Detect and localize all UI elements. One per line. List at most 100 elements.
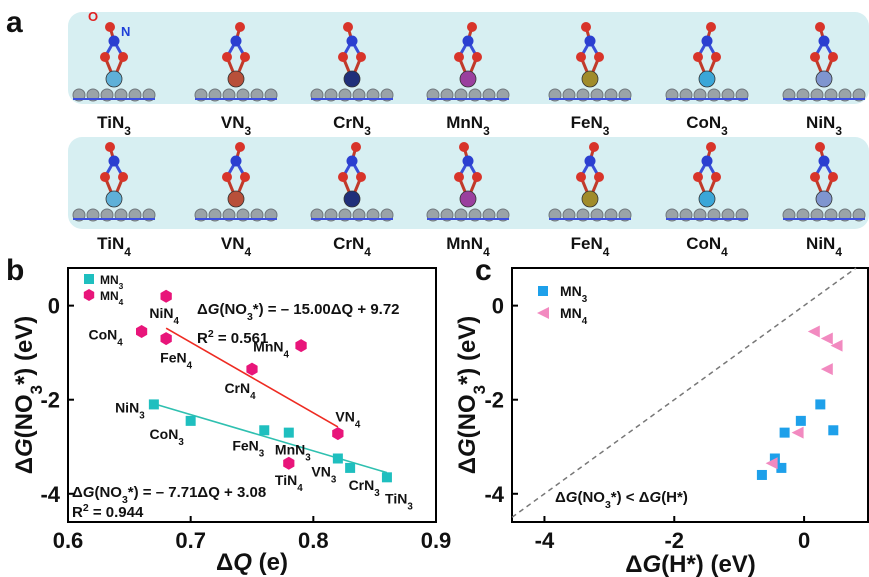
- molecule-con3-n-atom: [701, 35, 713, 47]
- molecule-con4-o-atom: [706, 142, 716, 152]
- panel-c-plot-frame: [511, 267, 869, 523]
- molecule-fen3: [548, 22, 632, 102]
- molecule-nin3-o-atom: [828, 52, 838, 62]
- molecule-crn4-n-atom: [346, 155, 358, 167]
- molecule-mnn4-metal-atom: [459, 190, 477, 208]
- c-ytick-label: 0: [492, 294, 504, 319]
- panel-c-axis-labels: ΔG(H*) (eV) ΔG(NO3*) (eV): [454, 316, 756, 577]
- b-xtick-label: 0.8: [298, 528, 329, 553]
- molecule-vn3-o-atom: [240, 52, 250, 62]
- molecule-mnn4-n-atom: [462, 155, 474, 167]
- panel-c-points: [756, 325, 843, 480]
- label-nin3: NiN3: [806, 113, 842, 138]
- c-xtick-label: -2: [664, 528, 684, 553]
- b-point-crn4: [246, 362, 258, 376]
- b-legend-label-mn3: MN3: [100, 273, 124, 291]
- c-ytick-label: -2: [484, 388, 504, 413]
- b-xtick-label: 0.7: [175, 528, 206, 553]
- label-con3: CoN3: [686, 113, 728, 138]
- molecule-con4-metal-atom: [698, 190, 716, 208]
- b-equation-mn3: ΔG(NO3*) = – 7.71ΔQ + 3.08: [72, 484, 266, 506]
- label-fen3: FeN3: [571, 113, 610, 138]
- molecule-con4: [665, 142, 749, 222]
- molecule-tin4-o-atom: [100, 172, 110, 182]
- molecule-crn4-o-atom: [351, 142, 361, 152]
- c-xtick-label: 0: [798, 528, 810, 553]
- c-legend-marker-mn3: [538, 286, 548, 296]
- molecule-nin4-n-atom: [818, 155, 830, 167]
- molecule-tin3-n-atom: [108, 35, 120, 47]
- row1-molecules: [72, 22, 866, 102]
- molecule-fen4-o-atom: [576, 172, 586, 182]
- nitrogen-label: N: [121, 24, 130, 39]
- molecule-vn4-o-atom: [235, 142, 245, 152]
- molecule-nin4: [782, 142, 866, 222]
- oxygen-label: O: [88, 9, 98, 24]
- c-inequality-annotation: ΔG(NO3*) < ΔG(H*): [555, 489, 688, 511]
- molecule-crn4: [310, 142, 394, 222]
- label-fen4: FeN4: [571, 234, 610, 259]
- molecule-vn3-o-atom: [235, 22, 245, 32]
- label-crn3: CrN3: [333, 113, 371, 138]
- molecule-nin3-o-atom: [810, 52, 820, 62]
- c-legend-marker-mn4: [537, 307, 549, 319]
- molecule-crn4-o-atom: [338, 172, 348, 182]
- molecule-tin4-o-atom: [105, 142, 115, 152]
- b-point-tin3: [381, 472, 392, 483]
- molecule-crn3-o-atom: [356, 52, 366, 62]
- molecule-fen4-n-atom: [584, 155, 596, 167]
- molecule-tin4-o-atom: [118, 172, 128, 182]
- molecule-fen4-o-atom: [589, 142, 599, 152]
- c-point-mn4-5: [765, 457, 778, 470]
- molecule-mnn4-o-atom: [472, 172, 482, 182]
- b-fit-mn4: [165, 327, 339, 428]
- molecule-con4-n-atom: [701, 155, 713, 167]
- molecule-vn4-n-atom: [230, 155, 242, 167]
- panel-c-letter: c: [475, 254, 492, 287]
- molecule-nin3: [782, 22, 866, 102]
- molecule-vn3-n-atom: [230, 35, 242, 47]
- molecule-con4-o-atom: [693, 172, 703, 182]
- molecule-fen4-o-atom: [594, 172, 604, 182]
- c-point-mn3-6: [828, 425, 839, 436]
- molecule-con4-o-atom: [711, 172, 721, 182]
- molecule-tin4-n-atom: [108, 155, 120, 167]
- c-point-mn3-1: [769, 453, 780, 464]
- molecule-nin4-o-atom: [810, 172, 820, 182]
- c-point-mn4-4: [791, 426, 804, 439]
- label-tin3: TiN3: [97, 113, 131, 138]
- molecule-con3-o-atom: [706, 22, 716, 32]
- b-legend-marker-mn4: [83, 289, 95, 301]
- panel-c-axis-ticks: -4 -2 0 -4 -2 0: [484, 294, 810, 553]
- molecule-vn3-metal-atom: [227, 70, 245, 88]
- label-crn4: CrN4: [333, 234, 371, 259]
- b-point-crn3: [345, 462, 356, 473]
- b-point-vn3: [332, 453, 343, 464]
- molecule-fen3-n-atom: [584, 35, 596, 47]
- c-y-axis-label: ΔG(NO3*) (eV): [454, 316, 489, 475]
- c-point-mn3-4: [795, 415, 806, 426]
- molecule-tin3-o-atom: [118, 52, 128, 62]
- molecule-mnn3-o-atom: [472, 52, 482, 62]
- c-ytick-label: -4: [484, 482, 504, 507]
- label-vn4: VN4: [221, 234, 252, 259]
- molecule-nin3-metal-atom: [815, 70, 833, 88]
- molecule-tin3-metal-atom: [105, 70, 123, 88]
- c-point-mn4-2: [830, 339, 843, 352]
- molecule-vn3: [194, 22, 278, 102]
- b-r2-mn4: R2 = 0.561: [197, 328, 268, 347]
- b-point-mnn3: [283, 427, 294, 438]
- panel-b-chart: b 0.6 0.7 0.8 0.9 -4 -2 0 TiN3 VN3 CrN3 MnN3 FeN3 C…: [6, 254, 451, 576]
- molecule-vn4-o-atom: [222, 172, 232, 182]
- molecule-tin4: [72, 142, 156, 222]
- c-diagonal-line: [511, 267, 857, 518]
- panel-b-letter: b: [6, 254, 24, 287]
- c-point-mn4-0: [807, 325, 820, 338]
- molecule-mnn4-o-atom: [459, 142, 469, 152]
- molecule-nin3-o-atom: [815, 22, 825, 32]
- b-point-con4: [136, 325, 148, 338]
- b-xtick-label: 0.9: [421, 528, 452, 553]
